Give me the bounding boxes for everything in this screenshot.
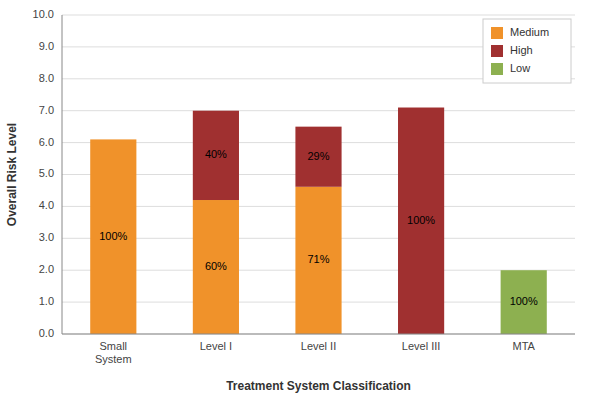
background [0, 0, 590, 400]
x-tick-label-line: System [95, 353, 132, 365]
bar [90, 139, 136, 140]
legend-swatch [491, 27, 503, 39]
y-tick-label: 0.0 [39, 327, 54, 339]
bar [295, 127, 341, 187]
x-tick-label-line: Level I [200, 340, 232, 352]
data-label: 100% [407, 214, 435, 226]
data-label: 71% [307, 253, 329, 265]
data-label: 100% [99, 230, 127, 242]
x-tick-label: Level III [402, 340, 441, 352]
y-tick-label: 9.0 [39, 40, 54, 52]
y-axis-line [62, 15, 63, 334]
x-tick-label: Level II [301, 340, 336, 352]
legend-box [483, 19, 571, 83]
bar [295, 187, 341, 334]
grid-line [62, 15, 575, 16]
grid-line [62, 110, 575, 111]
y-tick-label: 4.0 [39, 199, 54, 211]
x-tick-label-line: MTA [512, 340, 535, 352]
x-tick-label-line: Level III [402, 340, 441, 352]
data-label: 60% [205, 260, 227, 272]
legend: Medium High Low [483, 19, 571, 83]
bar [295, 126, 341, 127]
y-tick-label: 5.0 [39, 167, 54, 179]
grid-line [62, 334, 575, 335]
legend-swatch [491, 45, 503, 57]
bar [398, 107, 444, 108]
legend-swatch [491, 63, 503, 75]
legend-label: Medium [510, 26, 549, 38]
y-tick-label: 1.0 [39, 295, 54, 307]
y-tick-label: 7.0 [39, 104, 54, 116]
bar [193, 200, 239, 334]
bar [90, 139, 136, 140]
legend-label: Low [510, 62, 530, 74]
bars [90, 108, 547, 334]
x-tick-label: SmallSystem [95, 340, 132, 365]
y-tick-label: 6.0 [39, 136, 54, 148]
bar [90, 139, 136, 334]
data-label: 29% [307, 150, 329, 162]
x-tick-label-line: Small [100, 340, 128, 352]
y-tick-label: 10.0 [33, 8, 54, 20]
bar [501, 270, 547, 334]
legend-label: High [510, 44, 533, 56]
y-axis-title: Overall Risk Level [5, 123, 19, 226]
x-tick-label: MTA [512, 340, 535, 352]
data-label: 40% [205, 148, 227, 160]
bar [193, 110, 239, 111]
y-tick-label: 2.0 [39, 263, 54, 275]
y-tick-label: 8.0 [39, 72, 54, 84]
x-axis-line [62, 334, 575, 335]
x-axis-title: Treatment System Classification [226, 379, 411, 393]
x-tick-label: Level I [200, 340, 232, 352]
bar [398, 108, 444, 334]
data-label: 100% [510, 295, 538, 307]
x-tick-label-line: Level II [301, 340, 336, 352]
bar [193, 111, 239, 200]
y-tick-label: 3.0 [39, 231, 54, 243]
